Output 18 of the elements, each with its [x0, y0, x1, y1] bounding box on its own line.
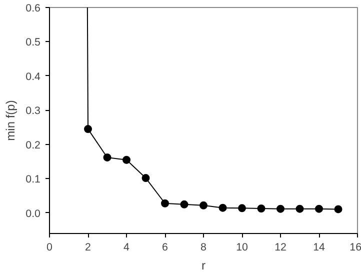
y-tick-label: 0.0	[26, 208, 41, 220]
x-tick-label: 0	[46, 242, 53, 254]
x-tick-label: 10	[236, 242, 248, 254]
x-tick-label: 8	[200, 242, 207, 254]
x-tick-label: 4	[124, 242, 130, 254]
y-tick-label: 0.4	[26, 70, 41, 83]
y-tick-label: 0.5	[26, 36, 41, 49]
x-tick-label: 12	[274, 242, 286, 254]
x-tick-label: 2	[85, 242, 92, 254]
y-axis-title: min f(p)	[4, 100, 18, 141]
x-axis-title: r	[202, 258, 206, 272]
x-tick-label: 14	[313, 242, 325, 254]
y-tick-label: 0.3	[26, 105, 41, 118]
y-tick-label: 0.6	[26, 2, 41, 14]
y-tick-label: 0.2	[26, 139, 41, 152]
x-tick-label: 6	[162, 242, 168, 254]
y-tick-label: 0.1	[26, 174, 41, 186]
x-tick-label: 16	[350, 242, 361, 254]
